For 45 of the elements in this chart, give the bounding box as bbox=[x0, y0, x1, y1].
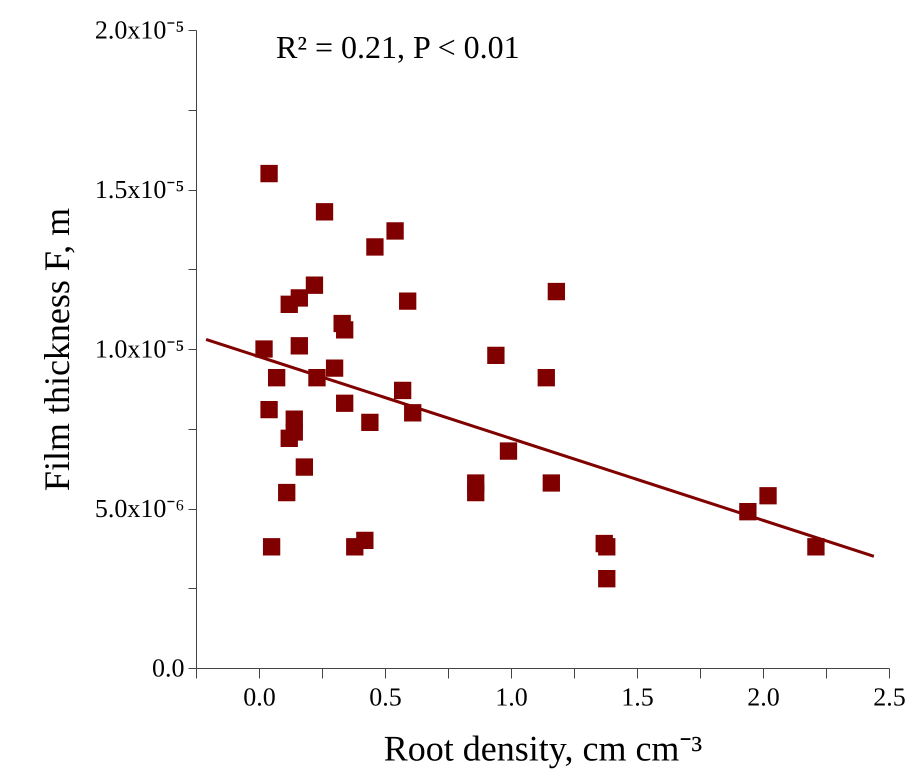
point bbox=[807, 538, 825, 556]
y-tick-label: 0.0 bbox=[152, 654, 184, 682]
x-tick-label: 0.0 bbox=[243, 682, 276, 712]
x-tick-label: 0.5 bbox=[369, 682, 402, 712]
point bbox=[296, 458, 314, 476]
point bbox=[268, 369, 286, 386]
point bbox=[306, 276, 324, 294]
point bbox=[280, 430, 298, 447]
y-tick-label: 2.0x10⁻⁵ bbox=[94, 16, 184, 44]
point bbox=[366, 238, 384, 256]
point bbox=[598, 538, 616, 556]
point bbox=[278, 484, 296, 502]
point bbox=[326, 359, 344, 377]
x-tick-label: 1.5 bbox=[621, 682, 654, 712]
point bbox=[759, 487, 777, 504]
x-tick-label: 1.0 bbox=[495, 682, 528, 712]
y-tick-label: 5.0x10⁻⁶ bbox=[94, 494, 184, 523]
point bbox=[316, 203, 334, 220]
x-tick-label: 2.0 bbox=[747, 682, 780, 712]
point bbox=[548, 282, 566, 300]
point bbox=[262, 538, 280, 556]
point bbox=[500, 442, 518, 460]
point bbox=[260, 164, 278, 182]
point bbox=[356, 532, 374, 550]
point bbox=[280, 296, 298, 313]
y-axis-title: Film thickness F, m bbox=[36, 208, 77, 492]
point bbox=[399, 292, 416, 310]
y-tick-label: 1.5x10⁻⁵ bbox=[94, 175, 184, 204]
point bbox=[361, 414, 379, 432]
point bbox=[290, 337, 308, 354]
point bbox=[386, 222, 404, 240]
point bbox=[336, 321, 354, 339]
point bbox=[394, 382, 412, 400]
point bbox=[542, 474, 560, 492]
x-axis-title: Root density, cm cm⁻³ bbox=[384, 728, 702, 768]
point bbox=[467, 484, 484, 502]
point bbox=[538, 369, 555, 386]
annotation: R² = 0.21, P < 0.01 bbox=[276, 29, 520, 65]
point bbox=[260, 400, 278, 418]
point bbox=[336, 394, 354, 412]
point bbox=[487, 346, 505, 364]
x-tick-label: 2.5 bbox=[873, 682, 906, 712]
y-tick-label: 1.0x10⁻⁵ bbox=[94, 334, 184, 364]
point bbox=[255, 340, 273, 358]
point bbox=[598, 570, 616, 588]
